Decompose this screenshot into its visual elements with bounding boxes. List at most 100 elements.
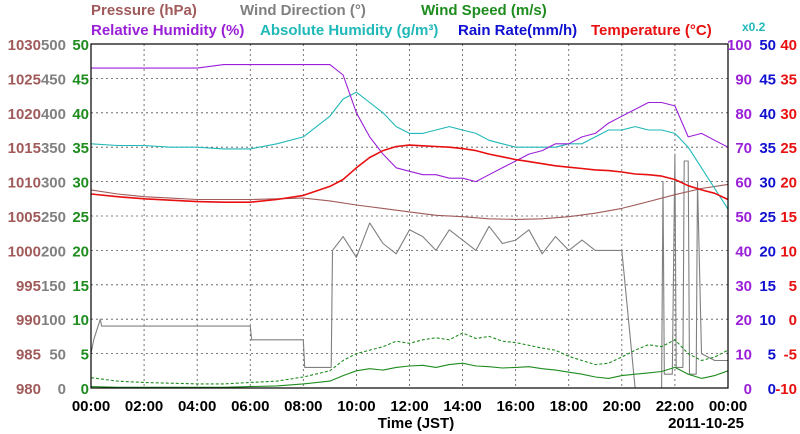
x-tick-12: 00:00 <box>709 398 747 415</box>
legend-pressure: Pressure (hPa) <box>91 2 197 19</box>
tick-humidity-10: 100 <box>727 37 752 54</box>
tick-wind_dir-3: 150 <box>41 278 66 295</box>
tick-temp-0: -10 <box>775 381 797 398</box>
x-tick-8: 16:00 <box>496 398 534 415</box>
tick-rain-8: 40 <box>759 106 776 123</box>
series-pressure-hpa <box>90 183 729 220</box>
series-relative-humidity <box>91 64 729 183</box>
tick-temp-2: 0 <box>789 312 797 329</box>
tick-wind_speed-10: 50 <box>72 37 89 54</box>
tick-pressure-1: 985 <box>16 347 41 364</box>
tick-wind_speed-0: 0 <box>81 381 89 398</box>
y-axis-ticks: 9809859909951000100510101015102010251030… <box>8 37 797 398</box>
x-tick-4: 08:00 <box>284 398 322 415</box>
x-tick-5: 10:00 <box>337 398 375 415</box>
tick-wind_speed-5: 25 <box>72 209 89 226</box>
tick-wind_speed-2: 10 <box>72 312 89 329</box>
tick-rain-1: 5 <box>768 347 776 364</box>
x-tick-11: 22:00 <box>656 398 694 415</box>
tick-rain-0: 0 <box>768 381 776 398</box>
tick-temp-9: 35 <box>780 71 797 88</box>
tick-pressure-10: 1030 <box>8 37 41 54</box>
tick-wind_speed-1: 5 <box>81 347 89 364</box>
tick-rain-6: 30 <box>759 175 776 192</box>
tick-temp-8: 30 <box>780 106 797 123</box>
tick-humidity-2: 20 <box>735 312 752 329</box>
tick-pressure-4: 1000 <box>8 243 41 260</box>
tick-humidity-0: 0 <box>744 381 752 398</box>
legend-row-1: Pressure (hPa) Wind Direction (°) Wind S… <box>91 2 547 19</box>
legend-row-2: Relative Humidity (%) Absolute Humidity … <box>91 22 712 39</box>
x-axis-label: Time (JST) <box>378 415 454 432</box>
tick-wind_dir-2: 100 <box>41 312 66 329</box>
tick-temp-4: 10 <box>780 243 797 260</box>
tick-rain-9: 45 <box>759 71 776 88</box>
legend-rain-rate: Rain Rate(mm/h) <box>458 22 577 39</box>
tick-wind_dir-4: 200 <box>41 243 66 260</box>
tick-humidity-6: 60 <box>735 175 752 192</box>
x-tick-7: 14:00 <box>443 398 481 415</box>
series-absolute-humidity-g-m <box>90 91 729 210</box>
x-tick-0: 00:00 <box>72 398 110 415</box>
tick-wind_speed-9: 45 <box>72 71 89 88</box>
tick-humidity-9: 90 <box>735 71 752 88</box>
tick-temp-1: -5 <box>784 347 797 364</box>
tick-humidity-5: 50 <box>735 209 752 226</box>
legend-wind-direction: Wind Direction (°) <box>240 2 366 19</box>
tick-wind_dir-5: 250 <box>41 209 66 226</box>
tick-wind_dir-6: 300 <box>41 175 66 192</box>
abs-humidity-scale-label: x0.2 <box>742 20 766 34</box>
series-temperature-c <box>90 144 729 203</box>
tick-wind_dir-1: 50 <box>49 347 66 364</box>
tick-temp-3: 5 <box>789 278 797 295</box>
tick-wind_speed-8: 40 <box>72 106 89 123</box>
tick-temp-7: 25 <box>780 140 797 157</box>
tick-humidity-8: 80 <box>735 106 752 123</box>
tick-humidity-7: 70 <box>735 140 752 157</box>
tick-wind_dir-10: 500 <box>41 37 66 54</box>
tick-humidity-4: 40 <box>735 243 752 260</box>
tick-temp-6: 20 <box>780 175 797 192</box>
tick-rain-7: 35 <box>759 140 776 157</box>
series-wind-speed-m-s <box>90 362 729 388</box>
tick-wind_dir-8: 400 <box>41 106 66 123</box>
tick-wind_dir-7: 350 <box>41 140 66 157</box>
tick-humidity-1: 10 <box>735 347 752 364</box>
series-wind-speed-gust-m-s <box>90 332 729 385</box>
tick-pressure-2: 990 <box>16 312 41 329</box>
legend-wind-speed: Wind Speed (m/s) <box>421 2 547 19</box>
tick-rain-5: 25 <box>759 209 776 226</box>
tick-wind_dir-0: 0 <box>58 381 66 398</box>
tick-pressure-0: 980 <box>16 381 41 398</box>
date-label: 2011-10-25 <box>668 415 744 432</box>
x-tick-1: 02:00 <box>125 398 163 415</box>
tick-temp-5: 15 <box>780 209 797 226</box>
x-tick-9: 18:00 <box>550 398 588 415</box>
tick-pressure-7: 1015 <box>8 140 41 157</box>
tick-wind_dir-9: 450 <box>41 71 66 88</box>
tick-pressure-3: 995 <box>16 278 41 295</box>
tick-pressure-9: 1025 <box>8 71 41 88</box>
tick-pressure-6: 1010 <box>8 175 41 192</box>
tick-rain-10: 50 <box>759 37 776 54</box>
tick-pressure-5: 1005 <box>8 209 41 226</box>
x-tick-2: 04:00 <box>178 398 216 415</box>
x-tick-6: 12:00 <box>390 398 428 415</box>
tick-rain-2: 10 <box>759 312 776 329</box>
x-axis-ticks: 00:00 02:00 04:00 06:00 08:00 10:00 12:00 14:00… <box>72 398 747 415</box>
legend-temperature: Temperature (°C) <box>591 22 712 39</box>
tick-temp-10: 40 <box>780 37 797 54</box>
tick-wind_speed-7: 35 <box>72 140 89 157</box>
tick-humidity-3: 30 <box>735 278 752 295</box>
tick-pressure-8: 1020 <box>8 106 41 123</box>
tick-rain-4: 20 <box>759 243 776 260</box>
series-wind-direction <box>90 153 728 389</box>
legend-relative-humidity: Relative Humidity (%) <box>91 22 244 39</box>
x-tick-3: 06:00 <box>231 398 269 415</box>
tick-wind_speed-6: 30 <box>72 175 89 192</box>
tick-wind_speed-4: 20 <box>72 243 89 260</box>
legend-absolute-humidity: Absolute Humidity (g/m³) <box>260 22 438 39</box>
x-tick-10: 20:00 <box>603 398 641 415</box>
